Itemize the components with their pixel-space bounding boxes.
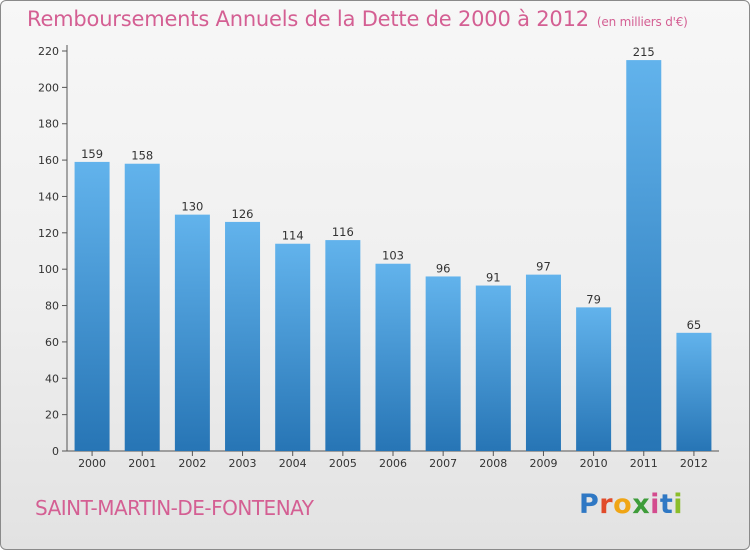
chart-title-text: Remboursements Annuels de la Dette de 20… [27,7,589,31]
x-tick-label-2009: 2009 [529,457,557,470]
bar-2002 [174,214,210,451]
x-tick-label-2010: 2010 [580,457,608,470]
x-tick-label-2005: 2005 [329,457,357,470]
value-label-2012: 65 [687,318,702,332]
logo-letter: P [579,489,600,520]
x-tick-label-2008: 2008 [479,457,507,470]
y-tick-label: 80 [45,300,59,313]
x-tick-label-2000: 2000 [78,457,106,470]
bar-2004 [275,243,311,451]
bar-2000 [74,161,110,451]
bar-2006 [375,263,411,451]
y-tick-label: 120 [38,227,59,240]
x-tick-label-2006: 2006 [379,457,407,470]
y-tick-label: 220 [38,45,59,58]
value-label-2005: 116 [332,225,354,239]
chart-title: Remboursements Annuels de la Dette de 20… [27,7,688,31]
value-labels: 159 158 130 126 114 116 103 96 91 97 79 215 65 [81,45,701,332]
bar-2012 [676,332,712,451]
logo-letter: r [599,489,614,520]
logo-letter: o [613,489,633,520]
bar-2007 [425,276,461,451]
value-label-2009: 97 [536,260,551,274]
y-tick-label: 0 [52,445,59,458]
value-label-2003: 126 [232,207,254,221]
logo-letter: x [632,489,651,520]
x-tick-label-2003: 2003 [229,457,257,470]
commune-name: SAINT-MARTIN-DE-FONTENAY [35,496,314,520]
proxiti-logo[interactable]: Proxiti [579,489,683,520]
y-tick-label: 20 [45,409,59,422]
value-label-2002: 130 [181,200,203,214]
value-label-2011: 215 [633,45,655,59]
bar-2003 [225,221,261,451]
bars [74,60,712,451]
bar-2011 [626,60,662,451]
chart-unit: (en milliers d'€) [596,15,688,29]
y-tick-label: 160 [38,154,59,167]
y-tick-label: 200 [38,81,59,94]
value-label-2004: 114 [282,229,304,243]
x-tick-label-2001: 2001 [128,457,156,470]
x-tick-label-2012: 2012 [680,457,708,470]
y-tick-label: 180 [38,118,59,131]
bar-2001 [124,163,160,451]
y-tick-label: 40 [45,372,59,385]
x-tick-label-2004: 2004 [279,457,307,470]
value-label-2001: 158 [131,149,153,163]
value-label-2010: 79 [586,292,601,306]
bar-2010 [576,307,612,451]
logo-letter: i [650,489,660,520]
bar-2008 [475,285,511,451]
axes: 0 20 40 60 80 100 120 140 160 180 200 220 2000 2001 20… [38,45,719,470]
y-tick-label: 100 [38,263,59,276]
x-tick-label-2007: 2007 [429,457,457,470]
x-tick-label-2011: 2011 [630,457,658,470]
x-tick-label-2002: 2002 [178,457,206,470]
logo-letter: t [659,489,674,520]
bar-2009 [525,274,561,451]
y-tick-label: 140 [38,190,59,203]
value-label-2000: 159 [81,147,103,161]
y-tick-label: 60 [45,336,59,349]
bar-2005 [325,240,361,451]
value-label-2008: 91 [486,271,501,285]
value-label-2007: 96 [436,261,451,275]
value-label-2006: 103 [382,249,404,263]
logo-letter: i [673,489,684,520]
